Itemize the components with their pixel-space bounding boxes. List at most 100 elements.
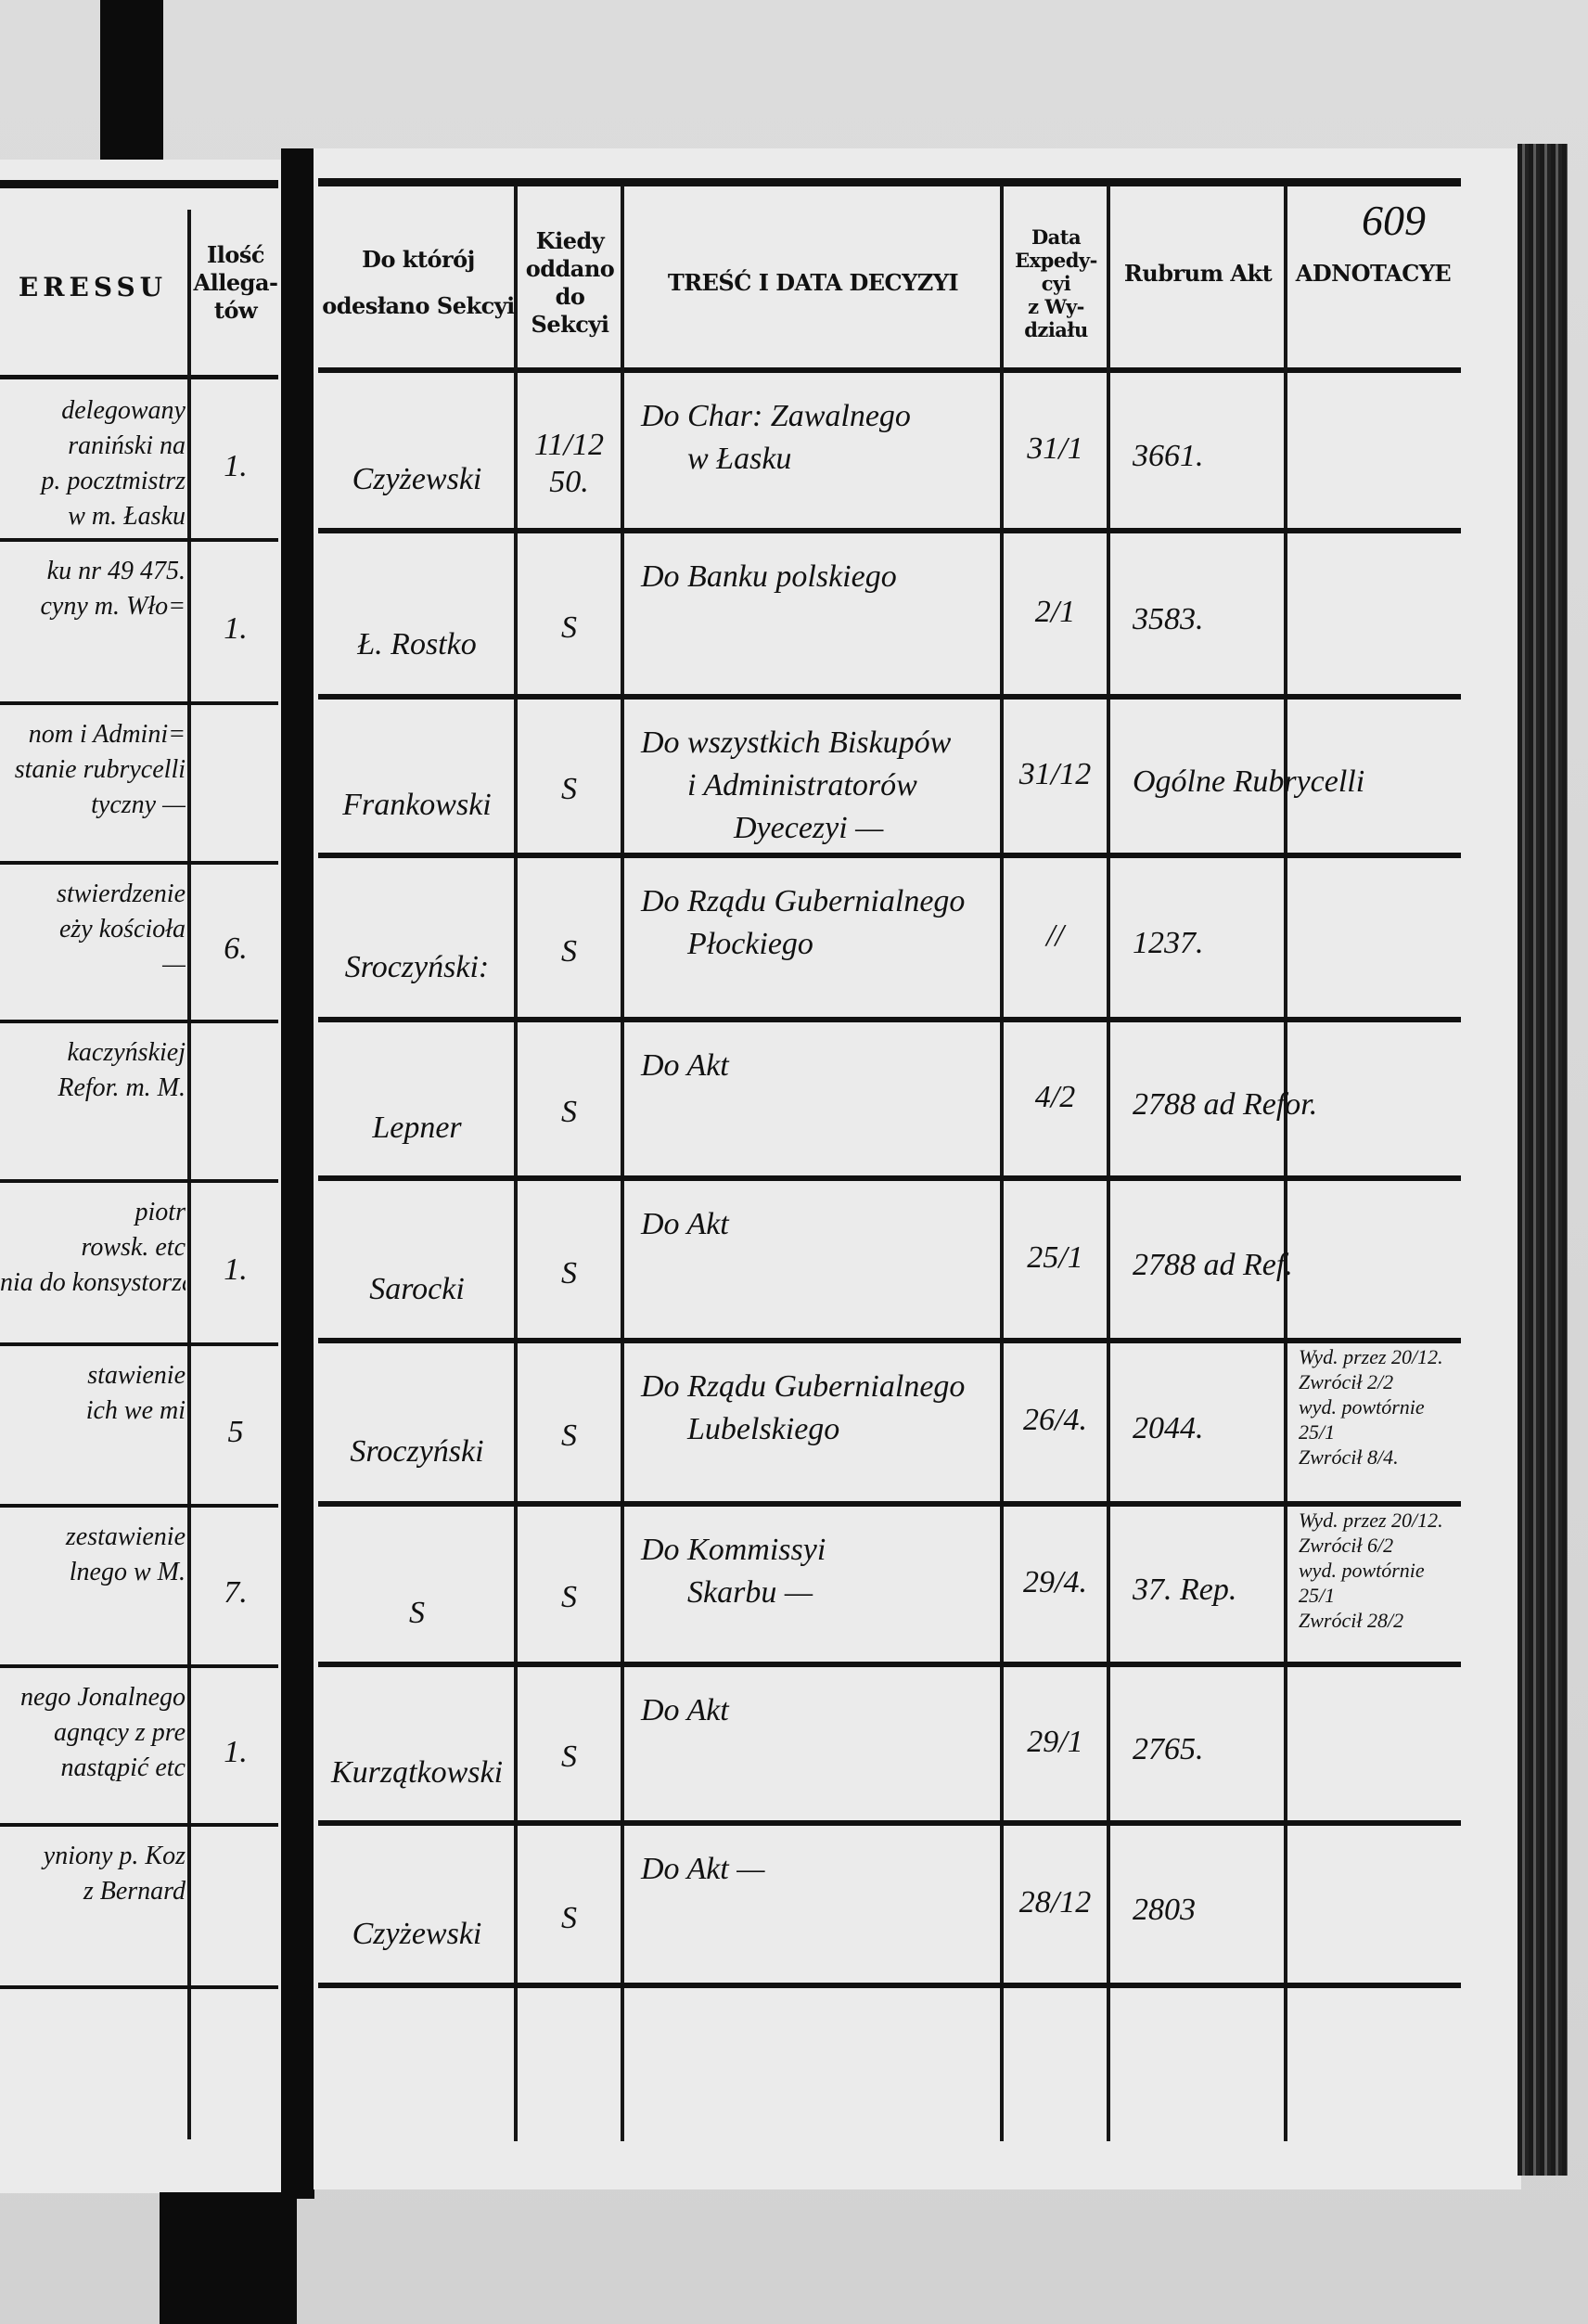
rubrum-cell: 3661. bbox=[1114, 417, 1365, 496]
header-text: Sekcyi bbox=[531, 311, 609, 338]
decision-line: Do Akt bbox=[641, 1693, 729, 1727]
rubrum-value: 2788 ad Ref. bbox=[1133, 1248, 1293, 1283]
header-dispatch-date: Data Expedy- cyi z Wy- działu bbox=[1004, 204, 1108, 362]
annotation-line: Zwrócił 6/2 bbox=[1299, 1534, 1394, 1557]
when-given-cell: S bbox=[519, 1073, 619, 1151]
interest-line: ku nr 49 475. bbox=[46, 557, 186, 585]
row-separator bbox=[0, 861, 278, 865]
dispatch-date-value: 29/4. bbox=[1023, 1564, 1087, 1599]
header-text: Rubrum Akt bbox=[1123, 260, 1273, 287]
attachments-cell: 5 bbox=[191, 1401, 280, 1464]
dispatch-date-cell: 31/1 bbox=[1005, 409, 1105, 488]
row-separator bbox=[318, 1338, 1461, 1343]
scan-shadow-top bbox=[100, 0, 163, 167]
rubrum-cell: 2803 bbox=[1114, 1870, 1365, 1950]
annotations-cell: Wyd. przez 20/12. Zwrócił 6/2 wyd. powtórn… bbox=[1299, 1508, 1463, 1633]
when-given-cell: 11/12 50. bbox=[519, 425, 619, 504]
interest-line: yniony p. Koz bbox=[43, 1842, 186, 1870]
interest-line: p. pocztmistrz bbox=[41, 467, 186, 495]
header-text: tów bbox=[213, 297, 258, 324]
interest-cell: nom i Admini= stanie rubrycelli tyczny — bbox=[0, 717, 186, 823]
header-when-given: Kiedy oddano do Sekcyi bbox=[518, 195, 622, 371]
attachments-cell: 1. bbox=[191, 597, 280, 661]
section-cell: Czyżewski bbox=[324, 1894, 510, 1974]
interest-line: stanie rubrycelli bbox=[14, 755, 186, 784]
decision-line: Do Akt — bbox=[641, 1852, 765, 1886]
interest-line: tyczny — bbox=[91, 790, 186, 819]
when-given-cell: S bbox=[519, 1879, 619, 1958]
interest-line: cyny m. Wło= bbox=[40, 592, 186, 621]
decision-line: Skarbu — bbox=[687, 1575, 813, 1610]
decision-line: Lubelskiego bbox=[687, 1412, 840, 1446]
interest-line: lnego w M. bbox=[69, 1558, 186, 1586]
header-text: Ilość bbox=[207, 241, 264, 268]
when-given-value: 11/12 50. bbox=[534, 428, 604, 500]
row-separator bbox=[318, 694, 1461, 700]
section-cell: S bbox=[324, 1574, 510, 1653]
interest-line: nastąpić etc bbox=[60, 1753, 186, 1782]
annotations-cell: Wyd. przez 20/12. Zwrócił 2/2 wyd. powtórn… bbox=[1299, 1344, 1463, 1470]
row-separator bbox=[318, 1983, 1461, 1988]
header-text: TREŚĆ I DATA DECYZYI bbox=[667, 269, 959, 296]
decision-cell: Do Rządu Gubernialnego Płockiego bbox=[641, 883, 992, 969]
row-separator bbox=[318, 1662, 1461, 1667]
row-separator bbox=[318, 528, 1461, 533]
left-header-attachments: Ilość Allega- tów bbox=[191, 213, 280, 353]
decision-line: Płockiego bbox=[687, 927, 813, 961]
interest-line: kaczyńskiej bbox=[67, 1038, 186, 1067]
decision-cell: Do wszystkich Biskupów i Administratorów D… bbox=[641, 725, 992, 853]
when-given-value: S bbox=[561, 1900, 577, 1935]
interest-cell: zestawienie lnego w M. bbox=[0, 1520, 186, 1590]
row-separator bbox=[0, 538, 278, 542]
dispatch-date-value: 31/1 bbox=[1027, 430, 1083, 466]
section-cell: Ł. Rostko bbox=[324, 604, 510, 686]
dispatch-date-cell: // bbox=[1005, 895, 1105, 976]
annotation-line: Zwrócił 2/2 bbox=[1299, 1370, 1394, 1393]
row-separator bbox=[318, 1175, 1461, 1181]
when-given-value: S bbox=[561, 772, 577, 807]
row-separator bbox=[318, 853, 1461, 858]
decision-cell: Do Rządu Gubernialnego Lubelskiego bbox=[641, 1368, 992, 1454]
section-name: Lepner bbox=[372, 1110, 462, 1145]
left-page bbox=[0, 160, 282, 2193]
row-separator bbox=[318, 1017, 1461, 1022]
header-text: oddano bbox=[525, 255, 615, 282]
header-text: Allega- bbox=[193, 269, 278, 296]
row-separator bbox=[0, 701, 278, 705]
when-given-value: S bbox=[561, 1255, 577, 1290]
section-name: S bbox=[409, 1596, 425, 1631]
dispatch-date-cell bbox=[1005, 2023, 1105, 2099]
interest-cell: stwierdzenie eży kościoła — bbox=[0, 877, 186, 982]
rubrum-value: 2803 bbox=[1133, 1893, 1196, 1928]
dispatch-date-cell: 29/1 bbox=[1005, 1703, 1105, 1781]
row-separator bbox=[0, 1985, 278, 1989]
dispatch-date-cell: 29/4. bbox=[1005, 1543, 1105, 1622]
rubrum-value: 1237. bbox=[1133, 926, 1204, 961]
column-line bbox=[1284, 186, 1287, 2141]
header-text: ERESSU bbox=[18, 272, 168, 302]
dispatch-date-value: 4/2 bbox=[1034, 1079, 1076, 1114]
section-name: Ł. Rostko bbox=[357, 626, 477, 661]
attachments-count: 1. bbox=[224, 448, 248, 483]
column-line bbox=[1000, 186, 1004, 2141]
book-edge bbox=[1518, 144, 1568, 2176]
attachments-cell bbox=[191, 759, 280, 821]
annotation-line: wyd. powtórnie 25/1 bbox=[1299, 1395, 1425, 1444]
rubrum-value: 3583. bbox=[1133, 602, 1204, 637]
rubrum-value: 3661. bbox=[1133, 438, 1204, 473]
annotation-line: wyd. powtórnie 25/1 bbox=[1299, 1559, 1425, 1607]
section-name: Czyżewski bbox=[352, 462, 482, 497]
header-text: Data bbox=[1031, 225, 1082, 249]
interest-line: — bbox=[162, 950, 186, 979]
rubrum-cell: 2788 ad Refor. bbox=[1114, 1066, 1365, 1144]
header-text: Kiedy bbox=[535, 227, 605, 254]
annotation-line: Zwrócił 28/2 bbox=[1299, 1609, 1404, 1632]
attachments-cell: 1. bbox=[191, 1238, 280, 1302]
interest-line: raniński na bbox=[68, 431, 186, 460]
attachments-count: 1. bbox=[224, 1734, 248, 1769]
row-separator bbox=[0, 1342, 278, 1346]
dispatch-date-cell: 26/4. bbox=[1005, 1380, 1105, 1460]
dispatch-date-value: 26/4. bbox=[1023, 1403, 1087, 1437]
interest-line: delegowany bbox=[61, 396, 186, 425]
interest-cell: piotr rowsk. etc nia do konsystorza bbox=[0, 1195, 186, 1301]
